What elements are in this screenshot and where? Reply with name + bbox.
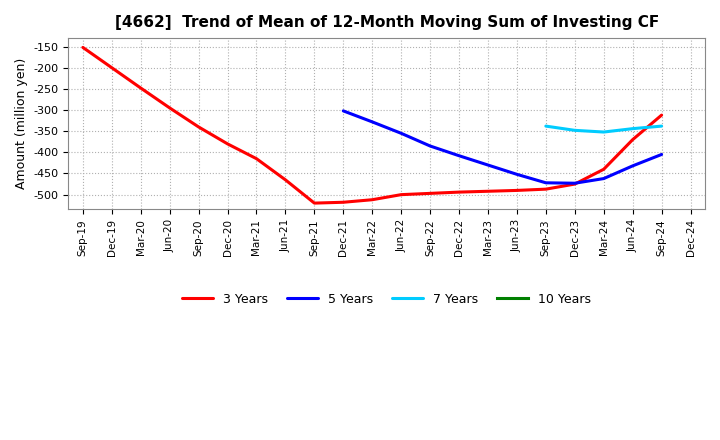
5 Years: [484, 162, 492, 168]
7 Years: [600, 129, 608, 135]
3 Years: [397, 192, 405, 197]
3 Years: [194, 125, 203, 130]
3 Years: [310, 201, 319, 206]
3 Years: [600, 167, 608, 172]
3 Years: [107, 65, 116, 70]
Line: 7 Years: 7 Years: [546, 126, 662, 132]
3 Years: [484, 189, 492, 194]
3 Years: [513, 188, 521, 193]
7 Years: [570, 128, 579, 133]
5 Years: [600, 176, 608, 181]
5 Years: [397, 131, 405, 136]
3 Years: [136, 85, 145, 91]
3 Years: [78, 45, 87, 50]
5 Years: [513, 172, 521, 177]
3 Years: [368, 197, 377, 202]
3 Years: [252, 156, 261, 161]
3 Years: [541, 187, 550, 192]
3 Years: [455, 190, 464, 195]
Line: 5 Years: 5 Years: [343, 111, 662, 183]
7 Years: [629, 126, 637, 131]
Line: 3 Years: 3 Years: [83, 48, 662, 203]
Legend: 3 Years, 5 Years, 7 Years, 10 Years: 3 Years, 5 Years, 7 Years, 10 Years: [177, 288, 596, 311]
5 Years: [629, 163, 637, 169]
5 Years: [455, 153, 464, 158]
5 Years: [570, 180, 579, 186]
3 Years: [281, 177, 289, 183]
7 Years: [541, 124, 550, 129]
5 Years: [339, 108, 348, 114]
3 Years: [339, 200, 348, 205]
3 Years: [570, 181, 579, 187]
5 Years: [368, 119, 377, 125]
7 Years: [657, 124, 666, 129]
5 Years: [541, 180, 550, 185]
3 Years: [223, 141, 232, 147]
5 Years: [426, 143, 434, 149]
3 Years: [166, 105, 174, 110]
Y-axis label: Amount (million yen): Amount (million yen): [15, 58, 28, 189]
3 Years: [657, 113, 666, 118]
Title: [4662]  Trend of Mean of 12-Month Moving Sum of Investing CF: [4662] Trend of Mean of 12-Month Moving …: [114, 15, 659, 30]
5 Years: [657, 152, 666, 157]
3 Years: [426, 191, 434, 196]
3 Years: [629, 137, 637, 142]
